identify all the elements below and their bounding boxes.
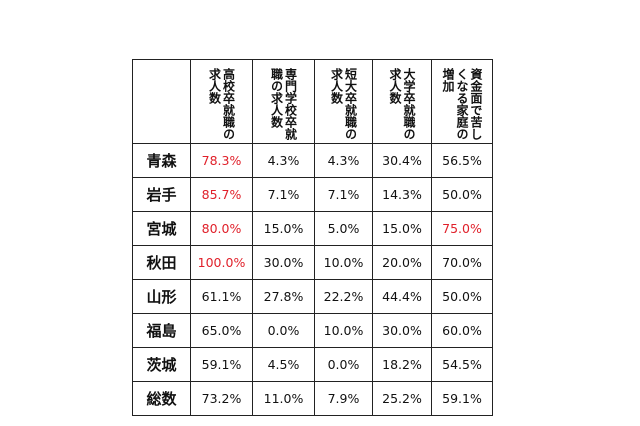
- row-label: 山形: [132, 279, 191, 314]
- column-header: 大学卒就職の求人数: [372, 59, 432, 144]
- table-cell: 59.1%: [190, 347, 253, 382]
- table-cell: 4.3%: [252, 143, 315, 178]
- table-cell: 10.0%: [314, 245, 373, 280]
- row-label: 秋田: [132, 245, 191, 280]
- table-cell: 30.0%: [252, 245, 315, 280]
- table-cell: 5.0%: [314, 211, 373, 246]
- table-cell: 70.0%: [431, 245, 493, 280]
- table-cell: 100.0%: [190, 245, 253, 280]
- column-header-label: 資金面で苦しくなる家庭の増加: [441, 68, 483, 140]
- column-header-label: 専門学校卒就職の求人数: [269, 68, 298, 140]
- table-cell: 85.7%: [190, 177, 253, 212]
- column-header-label: 大学卒就職の求人数: [388, 68, 416, 140]
- table-row: 総数 73.2% 11.0% 7.9% 25.2% 59.1%: [132, 381, 493, 416]
- column-header: 短大卒就職の求人数: [314, 59, 373, 144]
- table-cell: 25.2%: [372, 381, 432, 416]
- table-cell: 80.0%: [190, 211, 253, 246]
- column-header-label: 高校卒就職の求人数: [207, 68, 236, 140]
- row-label: 岩手: [132, 177, 191, 212]
- table-cell: 54.5%: [431, 347, 493, 382]
- table-row: 岩手 85.7% 7.1% 7.1% 14.3% 50.0%: [132, 177, 493, 212]
- table-cell: 4.5%: [252, 347, 315, 382]
- row-label: 総数: [132, 381, 191, 416]
- table-cell: 56.5%: [431, 143, 493, 178]
- table-cell: 50.0%: [431, 177, 493, 212]
- table-cell: 7.1%: [252, 177, 315, 212]
- table-cell: 22.2%: [314, 279, 373, 314]
- table-cell: 14.3%: [372, 177, 432, 212]
- table-cell: 10.0%: [314, 313, 373, 348]
- table-row: 山形 61.1% 27.8% 22.2% 44.4% 50.0%: [132, 279, 493, 314]
- table-cell: 4.3%: [314, 143, 373, 178]
- table-cell: 15.0%: [252, 211, 315, 246]
- header-row: 高校卒就職の求人数 専門学校卒就職の求人数 短大卒就職の求人数 大学卒就職の求人…: [132, 59, 493, 144]
- survey-table: 高校卒就職の求人数 専門学校卒就職の求人数 短大卒就職の求人数 大学卒就職の求人…: [132, 59, 493, 416]
- table-cell: 73.2%: [190, 381, 253, 416]
- table-cell: 30.4%: [372, 143, 432, 178]
- table-row: 宮城 80.0% 15.0% 5.0% 15.0% 75.0%: [132, 211, 493, 246]
- table-cell: 7.1%: [314, 177, 373, 212]
- column-header-label: 短大卒就職の求人数: [329, 68, 358, 140]
- row-label: 茨城: [132, 347, 191, 382]
- table-cell: 50.0%: [431, 279, 493, 314]
- column-header: 専門学校卒就職の求人数: [252, 59, 315, 144]
- table-cell: 7.9%: [314, 381, 373, 416]
- row-label: 宮城: [132, 211, 191, 246]
- corner-header: [132, 59, 191, 144]
- table-cell: 27.8%: [252, 279, 315, 314]
- table-cell: 15.0%: [372, 211, 432, 246]
- table-cell: 0.0%: [252, 313, 315, 348]
- table-cell: 60.0%: [431, 313, 493, 348]
- table-cell: 44.4%: [372, 279, 432, 314]
- table-cell: 0.0%: [314, 347, 373, 382]
- table-cell: 59.1%: [431, 381, 493, 416]
- table-cell: 18.2%: [372, 347, 432, 382]
- table-row: 福島 65.0% 0.0% 10.0% 30.0% 60.0%: [132, 313, 493, 348]
- table-cell: 20.0%: [372, 245, 432, 280]
- table-cell: 75.0%: [431, 211, 493, 246]
- table-row: 秋田 100.0% 30.0% 10.0% 20.0% 70.0%: [132, 245, 493, 280]
- row-label: 青森: [132, 143, 191, 178]
- table-cell: 65.0%: [190, 313, 253, 348]
- table-row: 茨城 59.1% 4.5% 0.0% 18.2% 54.5%: [132, 347, 493, 382]
- table-cell: 61.1%: [190, 279, 253, 314]
- column-header: 資金面で苦しくなる家庭の増加: [431, 59, 493, 144]
- table-cell: 78.3%: [190, 143, 253, 178]
- table-row: 青森 78.3% 4.3% 4.3% 30.4% 56.5%: [132, 143, 493, 178]
- row-label: 福島: [132, 313, 191, 348]
- column-header: 高校卒就職の求人数: [190, 59, 253, 144]
- table-cell: 11.0%: [252, 381, 315, 416]
- table-cell: 30.0%: [372, 313, 432, 348]
